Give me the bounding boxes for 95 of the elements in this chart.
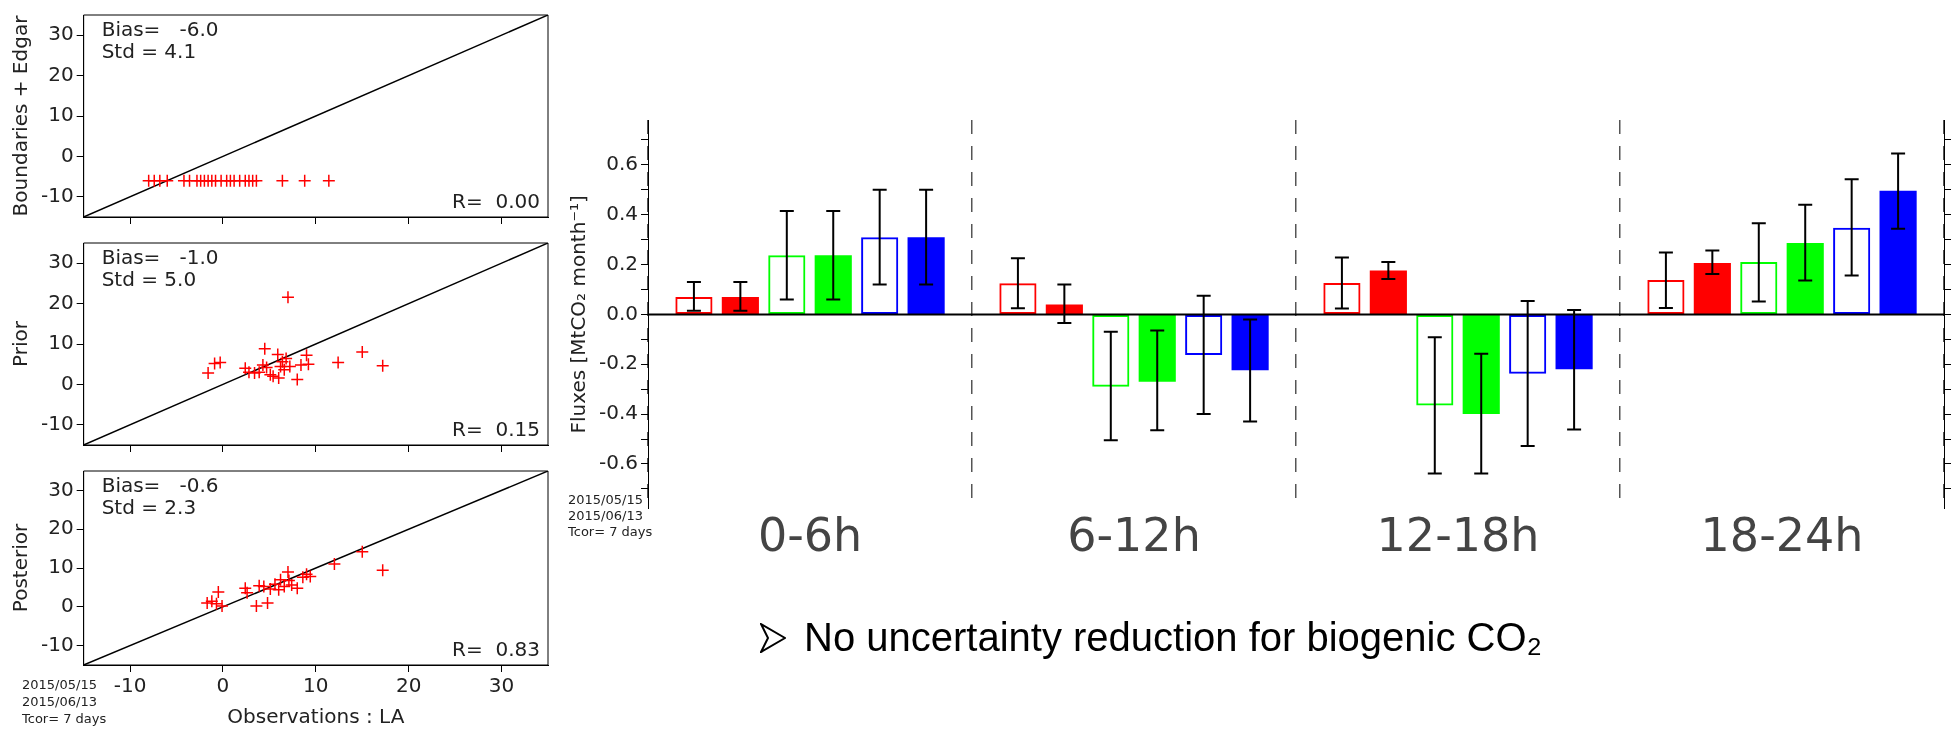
y-tick-label: 20 bbox=[48, 61, 74, 86]
annotation: Std = 2.3 bbox=[101, 495, 197, 520]
bar bbox=[814, 255, 852, 314]
point bbox=[209, 596, 224, 611]
point bbox=[271, 371, 286, 385]
x-tick-label: 0 bbox=[216, 673, 230, 698]
point bbox=[375, 563, 390, 578]
x-tick-label: 18-24h bbox=[1700, 508, 1864, 563]
text: 2015/06/13 bbox=[22, 693, 97, 709]
annotation: Std = 4.1 bbox=[101, 39, 197, 64]
point bbox=[290, 372, 305, 387]
bar bbox=[907, 237, 945, 314]
bar bbox=[1786, 243, 1824, 314]
text: No uncertainty reduction for biogenic CO₂ bbox=[804, 615, 1543, 660]
y-tick-label: -0.2 bbox=[598, 350, 639, 375]
point bbox=[211, 585, 226, 599]
point bbox=[260, 596, 275, 610]
x-tick-label: -10 bbox=[113, 673, 147, 698]
point bbox=[375, 359, 390, 373]
point bbox=[294, 358, 308, 372]
point bbox=[277, 363, 292, 377]
y-tick-label: -10 bbox=[40, 183, 74, 207]
point bbox=[301, 357, 316, 371]
annotation: R= 0.83 bbox=[452, 637, 540, 662]
annotation: Bias= -6.0 bbox=[101, 17, 219, 42]
y-axis-title: Fluxes [MtCO₂ month⁻¹] bbox=[566, 195, 591, 434]
y-tick-label: 30 bbox=[48, 476, 74, 501]
bar bbox=[1231, 314, 1269, 371]
y-tick-label: -0.4 bbox=[598, 400, 639, 425]
y-tick-label: -10 bbox=[40, 411, 74, 435]
point bbox=[281, 565, 295, 579]
point bbox=[355, 345, 370, 359]
bar bbox=[1138, 314, 1176, 382]
annotation: Bias= -0.6 bbox=[101, 473, 219, 498]
y-tick-label: 30 bbox=[48, 21, 74, 46]
x-tick-label: 20 bbox=[395, 673, 422, 698]
bar bbox=[1555, 314, 1593, 370]
x-tick-label: 6-12h bbox=[1067, 508, 1201, 563]
annotation: Bias= -1.0 bbox=[101, 245, 219, 270]
y-tick-label: 0 bbox=[60, 593, 74, 617]
y-tick-label: 10 bbox=[48, 102, 74, 127]
bar bbox=[1369, 270, 1407, 314]
point bbox=[281, 290, 295, 304]
y-axis-title: Prior bbox=[8, 320, 33, 367]
text: 2015/05/15 bbox=[568, 492, 643, 507]
x-axis-title: Observations : LA bbox=[227, 704, 405, 729]
annotation: R= 0.00 bbox=[452, 189, 540, 214]
point bbox=[299, 567, 314, 581]
point bbox=[207, 356, 222, 371]
bar bbox=[1462, 314, 1500, 415]
bar bbox=[1879, 190, 1917, 314]
point bbox=[257, 579, 271, 594]
point bbox=[296, 570, 310, 585]
point bbox=[205, 594, 219, 609]
y-tick-label: 20 bbox=[48, 289, 74, 314]
point bbox=[238, 581, 252, 595]
point bbox=[303, 569, 318, 584]
y-tick-label: 0.6 bbox=[606, 151, 639, 176]
point bbox=[249, 599, 264, 613]
point bbox=[252, 579, 266, 593]
x-tick-label: 30 bbox=[488, 673, 515, 698]
x-tick-label: 0-6h bbox=[757, 508, 863, 563]
point bbox=[355, 544, 370, 559]
point bbox=[299, 348, 314, 363]
text: Tcor= 7 days bbox=[21, 710, 107, 726]
y-tick-label: 0.0 bbox=[606, 300, 639, 325]
annotation: R= 0.15 bbox=[452, 417, 540, 442]
annotation: Std = 5.0 bbox=[101, 267, 197, 292]
point bbox=[327, 557, 342, 571]
x-tick-label: 10 bbox=[303, 673, 329, 698]
text: 2015/05/15 bbox=[22, 676, 97, 692]
point bbox=[213, 355, 227, 370]
y-tick-label: -0.6 bbox=[598, 450, 639, 475]
point bbox=[258, 342, 272, 356]
point bbox=[331, 355, 345, 370]
text: 2015/06/13 bbox=[568, 508, 643, 523]
point bbox=[240, 586, 254, 600]
y-tick-label: -10 bbox=[40, 631, 74, 656]
point bbox=[252, 365, 266, 380]
y-axis-title: Boundaries + Edgar bbox=[8, 14, 33, 217]
point bbox=[200, 596, 214, 610]
y-tick-label: 10 bbox=[48, 330, 74, 355]
point bbox=[256, 358, 270, 372]
y-tick-label: 0.2 bbox=[606, 250, 639, 275]
text: Tcor= 7 days bbox=[568, 524, 653, 539]
x-tick-label: 12-18h bbox=[1376, 508, 1540, 563]
point bbox=[215, 599, 229, 613]
y-tick-label: 0.4 bbox=[606, 200, 639, 225]
y-tick-label: 0 bbox=[60, 142, 74, 167]
y-axis-title: Posterior bbox=[8, 523, 33, 613]
y-tick-label: 30 bbox=[48, 249, 74, 274]
point bbox=[201, 366, 215, 380]
y-tick-label: 10 bbox=[48, 554, 74, 579]
bar bbox=[1693, 263, 1731, 314]
y-tick-label: 0 bbox=[60, 370, 74, 395]
